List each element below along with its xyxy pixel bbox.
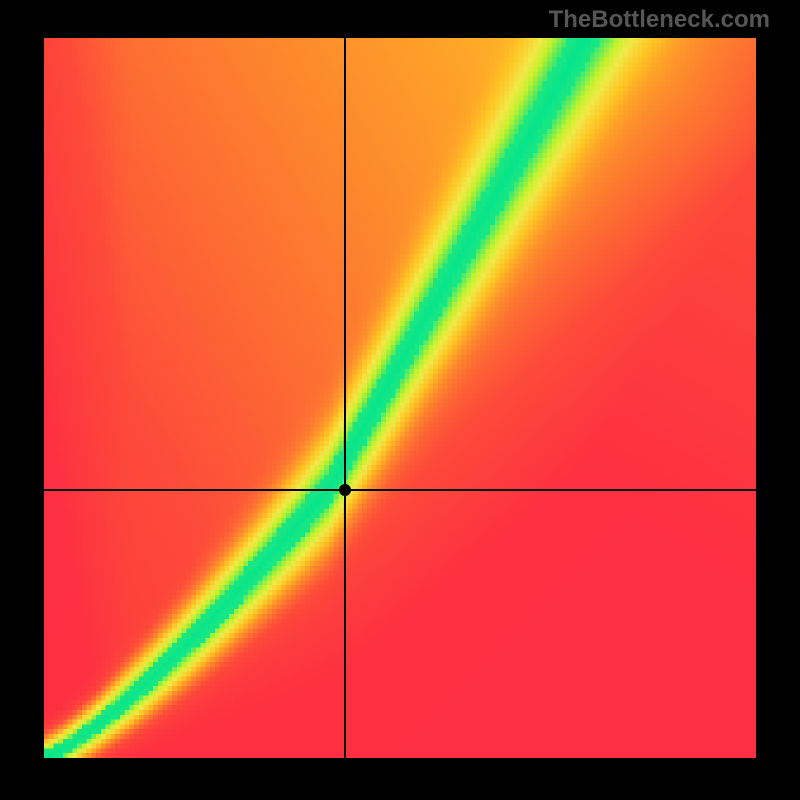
bottleneck-heatmap xyxy=(44,38,756,758)
watermark-text: TheBottleneck.com xyxy=(549,6,770,34)
crosshair-horizontal xyxy=(44,489,756,491)
crosshair-vertical xyxy=(344,38,346,758)
